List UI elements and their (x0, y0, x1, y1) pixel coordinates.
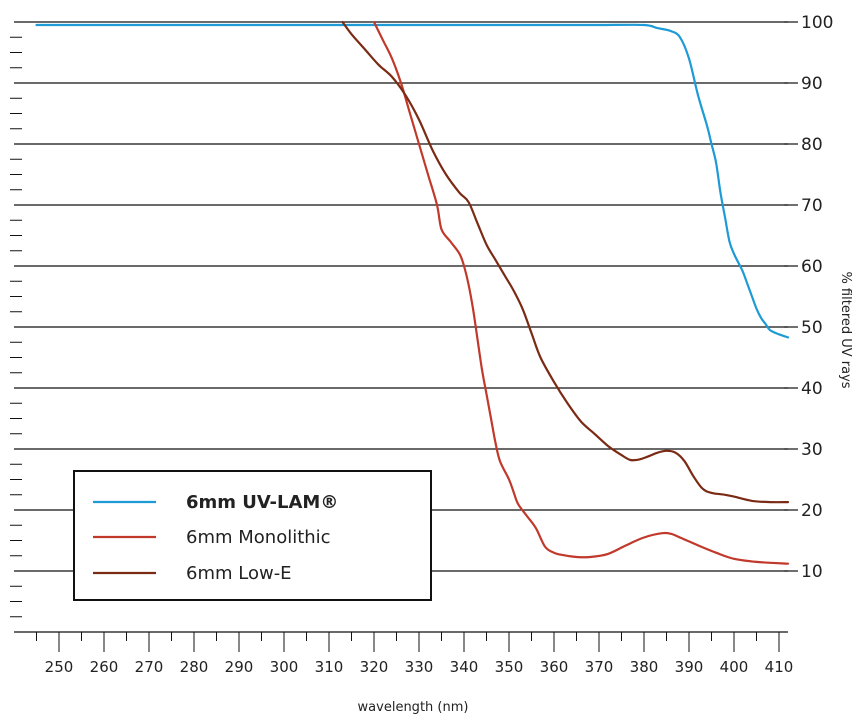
y-tick-label: 100 (801, 13, 833, 33)
y-tick-label: 30 (801, 440, 823, 460)
x-axis-title: wavelength (nm) (358, 700, 469, 715)
legend-label-6mm-low-e: 6mm Low-E (186, 563, 292, 584)
y-axis-title: % filtered UV rays (838, 271, 853, 388)
x-tick-label: 300 (270, 658, 299, 676)
x-tick-label: 310 (315, 658, 344, 676)
y-tick-label: 60 (801, 257, 823, 277)
x-tick-label: 250 (45, 658, 74, 676)
x-tick-label: 370 (585, 658, 614, 676)
y-tick-label: 50 (801, 318, 823, 338)
y-tick-label: 10 (801, 562, 823, 582)
x-tick-label: 330 (405, 658, 434, 676)
x-tick-label: 380 (630, 658, 659, 676)
x-tick-label: 400 (720, 658, 749, 676)
x-tick-label: 270 (135, 658, 164, 676)
y-axis: 10 20 30 40 50 60 70 80 90 100 (784, 13, 833, 582)
x-tick-label: 350 (495, 658, 524, 676)
series-line-6mm-monolithic (372, 20, 790, 565)
x-tick-label: 360 (540, 658, 569, 676)
series-line-6mm-uv-lam (35, 23, 790, 339)
y-tick-label: 90 (801, 74, 823, 94)
x-tick-label: 340 (450, 658, 479, 676)
legend-box (73, 470, 432, 601)
x-tick-label: 280 (180, 658, 209, 676)
x-tick-label: 290 (225, 658, 254, 676)
left-minor-ticks (10, 36, 22, 618)
legend-label-6mm-monolithic: 6mm Monolithic (186, 527, 331, 548)
y-tick-label: 80 (801, 135, 823, 155)
x-axis: 250 260 270 280 290 300 310 320 330 340 350 360 370 3… (14, 631, 794, 676)
y-tick-label: 70 (801, 196, 823, 216)
x-tick-label: 260 (90, 658, 119, 676)
x-tick-label: 320 (360, 658, 389, 676)
series-lines (35, 20, 790, 565)
y-tick-label: 40 (801, 379, 823, 399)
series-line-6mm-low-e (341, 20, 790, 504)
x-tick-label: 410 (765, 658, 794, 676)
legend: 6mm UV-LAM® 6mm Monolithic 6mm Low-E (73, 470, 432, 601)
legend-label-6mm-uv-lam: 6mm UV-LAM® (186, 492, 338, 513)
x-tick-label: 390 (675, 658, 704, 676)
y-tick-label: 20 (801, 501, 823, 521)
